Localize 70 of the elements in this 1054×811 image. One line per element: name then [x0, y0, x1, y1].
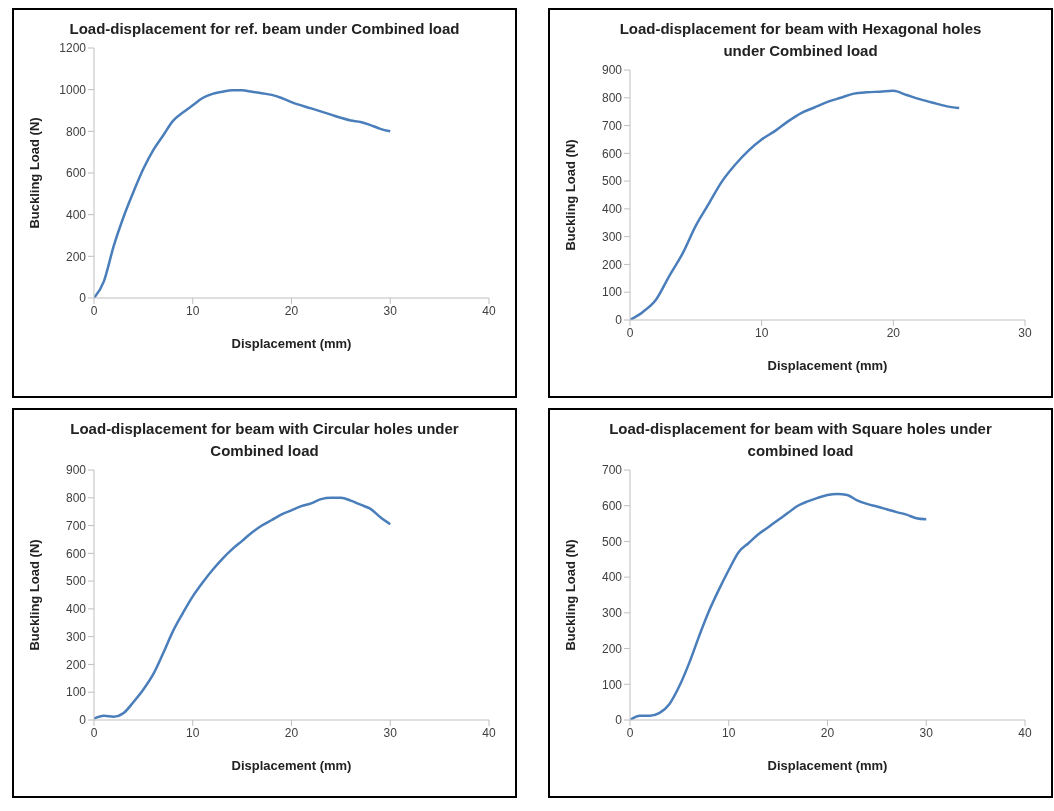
y-tick-label: 200 — [65, 249, 87, 264]
x-tick-label: 0 — [626, 725, 634, 740]
y-tick-label: 500 — [65, 574, 87, 589]
x-axis-title: Displacement (mm) — [231, 758, 352, 773]
y-tick-label: 600 — [65, 166, 87, 181]
x-tick-label: 30 — [1018, 325, 1032, 340]
y-tick-label: 0 — [615, 313, 623, 328]
y-tick-label: 600 — [65, 546, 87, 561]
y-tick-label: 300 — [601, 229, 623, 244]
y-tick-label: 200 — [601, 257, 623, 272]
chart-title: Load-displacement for beam with Square holes under combined load — [608, 419, 993, 461]
chart-title: Load-displacement for beam with Circular holes under Combined load — [69, 419, 460, 461]
y-tick-label: 600 — [601, 498, 623, 513]
x-tick-label: 10 — [186, 303, 200, 318]
y-tick-label: 900 — [65, 463, 87, 478]
y-tick-label: 200 — [601, 641, 623, 656]
y-tick-label: 100 — [65, 685, 87, 700]
x-tick-label: 20 — [284, 303, 299, 318]
line-series — [94, 89, 392, 298]
chart-title: Load-displacement for ref. beam under Combined load — [68, 19, 461, 39]
y-tick-label: 0 — [615, 713, 623, 728]
y-axis-title: Buckling Load (N) — [562, 539, 578, 651]
x-tick-label: 20 — [886, 325, 901, 340]
y-tick-label: 300 — [601, 606, 623, 621]
x-axis-title: Displacement (mm) — [231, 336, 352, 351]
y-tick-label: 400 — [601, 570, 623, 585]
y-axis-title: Buckling Load (N) — [562, 139, 578, 251]
y-tick-label: 800 — [65, 491, 87, 506]
x-tick-label: 20 — [284, 725, 299, 740]
x-axis-title: Displacement (mm) — [767, 358, 888, 373]
y-tick-label: 400 — [601, 202, 623, 217]
y-tick-label: 800 — [65, 124, 87, 139]
y-tick-label: 400 — [65, 207, 87, 222]
y-tick-label: 600 — [601, 146, 623, 161]
y-tick-label: 700 — [65, 518, 87, 533]
x-tick-label: 0 — [626, 325, 634, 340]
y-tick-label: 700 — [601, 118, 623, 133]
y-tick-label: 1000 — [59, 82, 87, 97]
x-tick-label: 10 — [186, 725, 200, 740]
y-tick-label: 200 — [65, 657, 87, 672]
y-tick-label: 900 — [601, 63, 623, 78]
y-tick-label: 500 — [601, 174, 623, 189]
y-tick-label: 0 — [79, 713, 87, 728]
line-series — [630, 492, 928, 720]
y-tick-label: 100 — [601, 677, 623, 692]
y-tick-label: 300 — [65, 629, 87, 644]
y-tick-label: 100 — [601, 285, 623, 300]
x-tick-label: 40 — [482, 303, 496, 318]
x-tick-label: 10 — [722, 725, 736, 740]
x-tick-label: 20 — [820, 725, 835, 740]
y-tick-label: 700 — [601, 463, 623, 478]
y-tick-label: 400 — [65, 602, 87, 617]
x-axis-title: Displacement (mm) — [767, 758, 888, 773]
x-tick-label: 10 — [754, 325, 769, 340]
x-tick-label: 30 — [383, 725, 398, 740]
y-tick-label: 0 — [79, 291, 87, 306]
x-tick-label: 30 — [919, 725, 934, 740]
y-tick-label: 1200 — [59, 41, 87, 56]
x-tick-label: 0 — [90, 725, 98, 740]
x-tick-label: 0 — [90, 303, 98, 318]
x-tick-label: 30 — [383, 303, 398, 318]
y-tick-label: 800 — [601, 91, 623, 106]
line-series — [630, 89, 961, 320]
y-tick-label: 500 — [601, 534, 623, 549]
y-axis-title: Buckling Load (N) — [26, 539, 42, 651]
line-series — [94, 496, 392, 720]
x-tick-label: 40 — [482, 725, 496, 740]
x-tick-label: 40 — [1018, 725, 1032, 740]
y-axis-title: Buckling Load (N) — [26, 117, 42, 229]
chart-title: Load-displacement for beam with Hexagonal holes under Combined load — [618, 19, 983, 61]
